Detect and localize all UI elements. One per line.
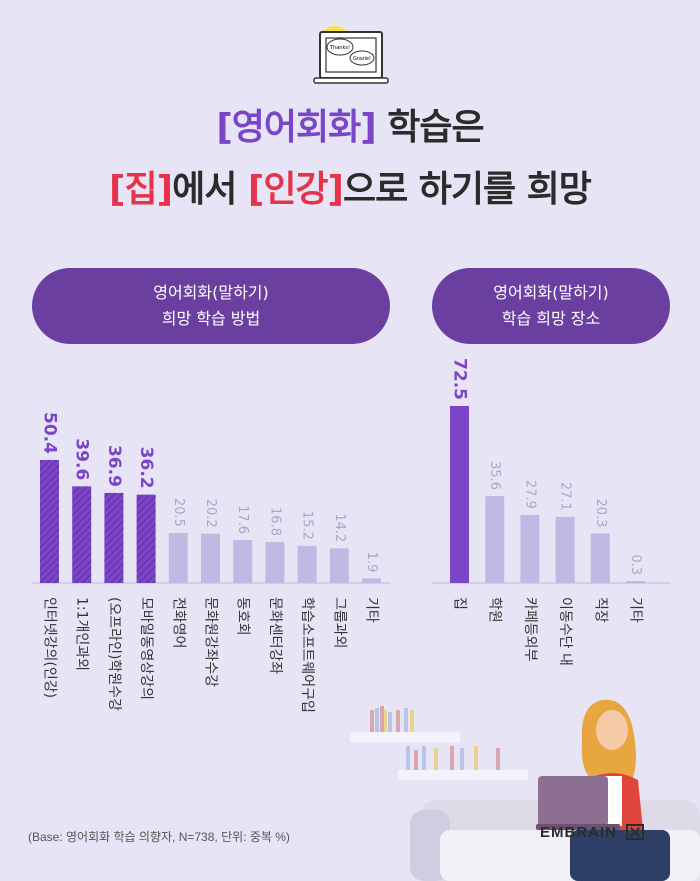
value-label-method-0: 50.4 [40,412,60,454]
chart-place-group: 72.5 집 35.6 학원 27.9 카페등외부 27.1 이동수단 내 20.3 직장 0.3 기… [450,358,645,666]
value-label-method-4: 20.5 [171,498,186,527]
brand-mark-icon [626,824,645,840]
value-label-method-10: 1.9 [364,552,379,573]
category-label-method-2: (오프라인)학원수강 [106,597,122,711]
bar-method-7 [265,541,285,583]
value-label-place-5: 0.3 [628,554,643,575]
brand-logo-text: EMBRAIN [540,824,645,841]
bar-place-0 [450,406,469,583]
base-note: (Base: 영어회화 학습 의향자, N=738, 단위: 중복 %) [28,830,290,844]
bar-method-10 [362,578,381,583]
value-label-method-2: 36.9 [104,445,124,487]
title-bracket-online: [인강] [247,169,344,210]
value-label-place-0: 72.5 [450,358,470,400]
chart-title-place: 영어회화(말하기) 학습 희망 장소 [432,268,670,344]
category-label-method-1: 1:1개인과외 [74,597,90,671]
chart-title-method-line2: 희망 학습 방법 [161,309,261,328]
category-label-method-10: 기타 [364,597,380,623]
title-line-2: [집]에서 [인강]으로 하기를 희망 [0,160,700,212]
value-label-method-5: 20.2 [203,499,218,528]
value-label-method-1: 39.6 [72,438,92,480]
title-line1-rest: 학습은 [375,107,484,148]
bar-place-3 [555,516,575,583]
title-line2-rest: 으로 하기를 희망 [343,169,592,210]
value-label-method-7: 16.8 [267,507,282,536]
value-label-place-4: 20.3 [593,498,608,527]
bubble-left-text: Thanks! [329,45,350,51]
laptop-speech-icon: Thanks! Grazie! [313,26,389,84]
bar-place-2 [520,514,540,583]
value-label-method-3: 36.2 [136,447,156,489]
category-label-place-3: 이동수단 내 [557,597,573,666]
bar-place-4 [590,533,610,583]
category-label-method-4: 전화영어 [170,597,186,649]
bar-method-4 [168,532,188,583]
bar-method-1 [72,486,92,583]
bar-method-2 [104,492,124,583]
chart-method-group: 50.4 인터넷강의(인강) 39.6 1:1개인과외 36.9 (오프라인)학원수강 36… [40,412,381,713]
category-label-method-7: 문화센터강좌 [267,597,283,674]
chart-title-method-line1: 영어회화(말하기) [153,283,269,302]
category-label-method-8: 학습소프트웨어구입 [299,597,315,713]
title-line2-mid: 에서 [172,169,248,210]
value-label-method-6: 17.6 [235,505,250,534]
study-scene-illustration [350,699,700,881]
brand-name: EMBRAIN [540,824,617,841]
title-bracket-home: [집] [109,169,173,210]
value-label-place-2: 27.9 [522,480,537,509]
category-label-place-2: 카페등외부 [522,597,538,662]
category-label-method-3: 모바일동영상강의 [138,597,154,700]
value-label-place-3: 27.1 [558,482,573,511]
title-bracket-english: [영어회화] [216,107,376,148]
category-label-method-0: 인터넷강의(인강) [42,597,58,698]
chart-title-place-line1: 영어회화(말하기) [493,283,609,302]
category-label-method-9: 그룹과외 [331,597,347,649]
bar-place-1 [485,496,505,583]
title-line-1: [영어회화] 학습은 [0,98,700,150]
bar-method-8 [297,545,317,583]
value-label-method-9: 14.2 [332,513,347,542]
category-label-method-5: 문화원강좌수강 [203,597,219,687]
chart-title-method: 영어회화(말하기) 희망 학습 방법 [32,268,390,344]
bubble-right-text: Grazie! [353,56,371,62]
category-label-place-1: 학원 [487,597,503,623]
category-label-method-6: 동호회 [235,597,251,636]
bar-method-0 [40,459,59,583]
bar-method-5 [201,533,220,583]
value-label-place-1: 35.6 [487,461,502,490]
bar-method-6 [233,540,253,583]
bar-method-9 [329,548,349,583]
bar-place-5 [626,581,645,583]
value-label-method-8: 15.2 [300,511,315,540]
bar-method-3 [136,494,156,583]
chart-title-place-line2: 학습 희망 장소 [501,309,601,328]
category-label-place-5: 기타 [628,597,644,623]
category-label-place-4: 직장 [592,597,608,623]
category-label-place-0: 집 [452,597,468,610]
